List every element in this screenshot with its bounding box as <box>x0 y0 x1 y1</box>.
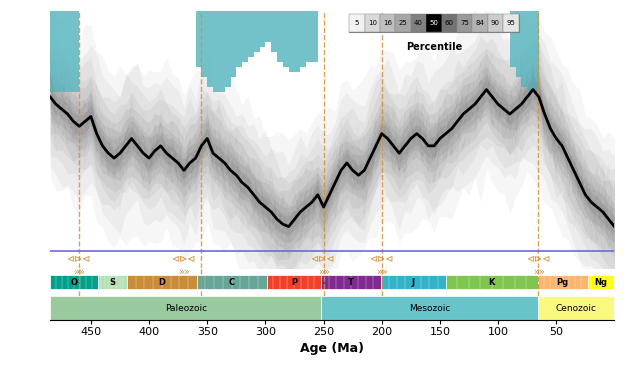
Text: ⊲⊳⊲: ⊲⊳⊲ <box>67 253 92 264</box>
Text: T: T <box>348 278 354 287</box>
Text: »»: »» <box>376 267 387 277</box>
Bar <box>587 275 614 290</box>
Text: S: S <box>109 278 115 287</box>
Bar <box>538 275 587 290</box>
Bar <box>98 275 127 290</box>
Bar <box>349 14 365 32</box>
Bar <box>127 275 197 290</box>
Bar <box>441 14 457 32</box>
Text: 75: 75 <box>460 20 469 26</box>
Text: O: O <box>70 278 78 287</box>
Text: C: C <box>229 278 234 287</box>
Text: 10: 10 <box>368 20 377 26</box>
Text: Mesozoic: Mesozoic <box>409 303 450 312</box>
Bar <box>266 275 321 290</box>
Bar <box>50 275 98 290</box>
Text: P: P <box>291 278 297 287</box>
Text: 95: 95 <box>507 20 515 26</box>
Text: ⊲⊳⊲: ⊲⊳⊲ <box>172 253 196 264</box>
Text: Percentile: Percentile <box>406 42 462 52</box>
Text: 16: 16 <box>383 20 393 26</box>
Bar <box>488 14 503 32</box>
X-axis label: Age (Ma): Age (Ma) <box>300 342 364 355</box>
Text: K: K <box>488 278 495 287</box>
Text: 60: 60 <box>445 20 454 26</box>
Bar <box>396 14 411 32</box>
Bar <box>380 14 396 32</box>
Bar <box>197 275 266 290</box>
Text: 25: 25 <box>399 20 408 26</box>
Bar <box>457 14 472 32</box>
Text: 50: 50 <box>429 20 438 26</box>
Bar <box>381 275 446 290</box>
Text: Paleozoic: Paleozoic <box>165 303 207 312</box>
Bar <box>411 14 426 32</box>
Text: J: J <box>412 278 414 287</box>
Bar <box>446 275 538 290</box>
Text: »»: »» <box>73 267 85 277</box>
Text: 84: 84 <box>476 20 485 26</box>
Text: »»: »» <box>533 267 545 277</box>
Text: 5: 5 <box>355 20 359 26</box>
Text: 40: 40 <box>414 20 423 26</box>
Text: »»: »» <box>178 267 190 277</box>
Bar <box>321 275 381 290</box>
Bar <box>538 297 614 320</box>
Bar <box>503 14 519 32</box>
Text: D: D <box>159 278 166 287</box>
Text: ⊲⊳⊲: ⊲⊳⊲ <box>312 253 336 264</box>
Text: ⊲⊳⊲: ⊲⊳⊲ <box>527 253 551 264</box>
Text: ⊲⊳⊲: ⊲⊳⊲ <box>369 253 394 264</box>
Bar <box>472 14 488 32</box>
Text: Pg: Pg <box>557 278 569 287</box>
Bar <box>426 14 441 32</box>
Text: Cenozoic: Cenozoic <box>556 303 596 312</box>
Text: »»: »» <box>318 267 329 277</box>
Bar <box>365 14 380 32</box>
Bar <box>321 297 538 320</box>
Text: 90: 90 <box>491 20 500 26</box>
Text: Ng: Ng <box>594 278 608 287</box>
Bar <box>50 297 321 320</box>
FancyBboxPatch shape <box>349 14 519 32</box>
